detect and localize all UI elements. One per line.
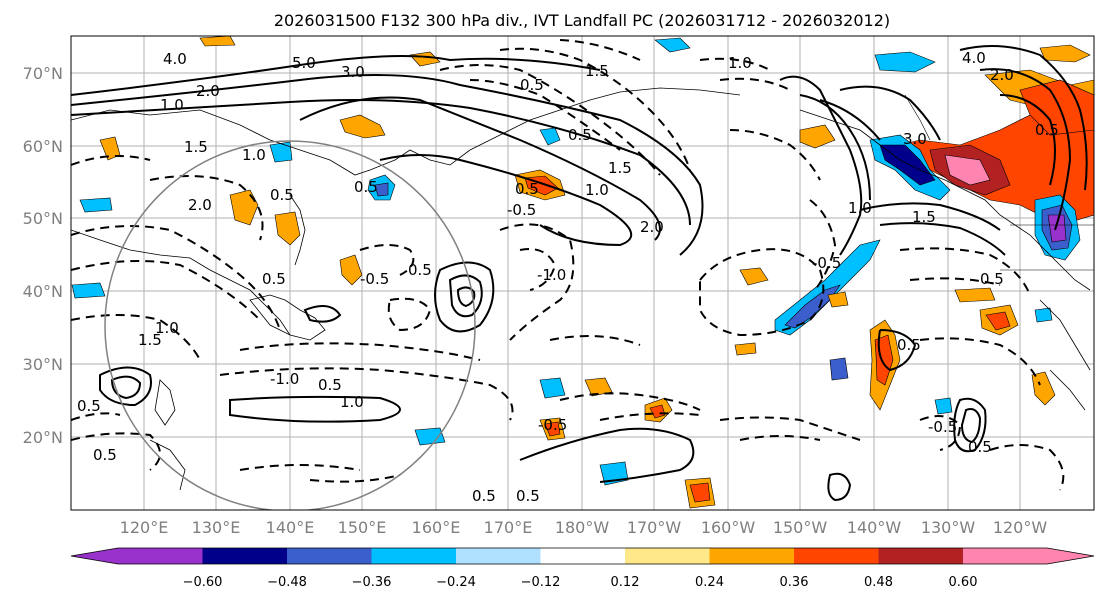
colorbar-tick: −0.36	[352, 575, 392, 590]
contour-label: 0.5	[472, 487, 496, 505]
lon-label: 180°W	[555, 518, 610, 537]
colorbar-segment	[878, 548, 963, 564]
lon-label: 150°W	[773, 518, 828, 537]
contour-label: 0.5	[1035, 121, 1059, 139]
lon-label: 120°E	[120, 518, 169, 537]
contour-label: -0.5	[507, 201, 536, 219]
contour-label: 1.0	[848, 199, 872, 217]
lon-label: 130°E	[192, 518, 241, 537]
contour-label: 1.5	[184, 138, 208, 156]
contour-label: 0.5	[354, 178, 378, 196]
region-circle	[104, 140, 476, 510]
contour-label: -0.5	[360, 270, 389, 288]
latitude-labels: 70°N 60°N 50°N 40°N 30°N 20°N	[23, 64, 63, 447]
contour-label: 0.5	[568, 126, 592, 144]
lat-label: 60°N	[23, 137, 63, 156]
colorbar-segment	[709, 548, 794, 564]
contour-label: 2.0	[188, 196, 212, 214]
borders	[904, 94, 1094, 271]
contour-label: 0.5	[270, 186, 294, 204]
colorbar-segment	[456, 548, 541, 564]
colorbar-tick: −0.60	[183, 575, 223, 590]
lon-label: 140°E	[266, 518, 315, 537]
figure-title: 2026031500 F132 300 hPa div., IVT Landfa…	[274, 11, 890, 30]
colorbar-segment	[371, 548, 456, 564]
lon-label: 160°E	[412, 518, 461, 537]
contour-label: 1.0	[728, 54, 752, 72]
contour-label: 1.5	[138, 331, 162, 349]
colorbar-tick: −0.12	[521, 575, 561, 590]
contour-label: 1.0	[160, 96, 184, 114]
colorbar-segment	[794, 548, 879, 564]
contour-label: 4.0	[163, 50, 187, 68]
colorbar-tick: 0.12	[611, 575, 640, 590]
lat-label: 40°N	[23, 282, 63, 301]
contour-label: 0.5	[897, 336, 921, 354]
contour-labels: 4.0 5.0 3.0 2.0 1.5 1.0 0.5 2.0 1.0 0.5 …	[77, 49, 1059, 505]
colorbar-tick: −0.48	[267, 575, 307, 590]
contour-label: 0.5	[93, 446, 117, 464]
lat-label: 30°N	[23, 355, 63, 374]
ivt-shading	[71, 36, 1094, 509]
contour-label: 1.0	[340, 393, 364, 411]
contour-label: 0.5	[515, 180, 539, 198]
lon-label: 170°W	[627, 518, 682, 537]
contour-label: -1.0	[537, 266, 566, 284]
contour-label: 0.5	[408, 261, 432, 279]
contour-label: 2.0	[196, 82, 220, 100]
contour-label: 0.5	[968, 438, 992, 456]
colorbar-tick: −0.24	[436, 575, 476, 590]
lon-label: 170°E	[484, 518, 533, 537]
lon-label: 130°W	[921, 518, 976, 537]
contour-label: 0.5	[262, 270, 286, 288]
contour-label: 5.0	[292, 54, 316, 72]
colorbar-min-arrow	[71, 548, 118, 564]
divergence-contours-dashed	[71, 39, 1065, 491]
colorbar-tick: 0.36	[780, 575, 809, 590]
colorbar-tick: 0.48	[864, 575, 893, 590]
colorbar-tick: 0.60	[949, 575, 978, 590]
colorbar-segment	[118, 548, 203, 564]
contour-label: 2.0	[640, 218, 664, 236]
divergence-contours	[71, 45, 1088, 502]
contour-label: 3.0	[903, 130, 927, 148]
contour-label: -0.5	[538, 416, 567, 434]
colorbar: −0.60 −0.48 −0.36 −0.24 −0.12 0.12 0.24 …	[70, 547, 1095, 590]
longitude-labels: 120°E 130°E 140°E 150°E 160°E 170°E 180°…	[120, 518, 1048, 537]
contour-label: -1.0	[270, 370, 299, 388]
contour-label: 0.5	[980, 270, 1004, 288]
contour-label: -0.5	[812, 254, 841, 272]
contour-label: 1.5	[585, 62, 609, 80]
contour-label: 4.0	[962, 49, 986, 67]
colorbar-segment	[625, 548, 710, 564]
contour-label: -0.5	[928, 418, 957, 436]
colorbar-segment	[540, 548, 625, 564]
lat-label: 50°N	[23, 209, 63, 228]
contour-label: 0.5	[520, 76, 544, 94]
map-panel: 4.0 5.0 3.0 2.0 1.5 1.0 0.5 2.0 1.0 0.5 …	[70, 35, 1095, 511]
lon-label: 140°W	[847, 518, 902, 537]
contour-label: 1.0	[242, 146, 266, 164]
colorbar-outline	[70, 547, 1095, 565]
contour-label: 0.5	[77, 397, 101, 415]
contour-label: 1.5	[912, 208, 936, 226]
colorbar-tick: 0.24	[695, 575, 724, 590]
lon-label: 120°W	[993, 518, 1048, 537]
contour-label: 1.0	[155, 319, 179, 337]
contour-label: 1.5	[608, 159, 632, 177]
contour-label: 3.0	[341, 63, 365, 81]
contour-label: 0.5	[318, 376, 342, 394]
lon-label: 160°W	[701, 518, 756, 537]
contour-label: 2.0	[990, 66, 1014, 84]
lon-label: 150°E	[338, 518, 387, 537]
contour-label: 1.0	[585, 181, 609, 199]
colorbar-max-arrow	[963, 548, 1094, 564]
lat-label: 20°N	[23, 428, 63, 447]
lat-label: 70°N	[23, 64, 63, 83]
colorbar-segment	[287, 548, 372, 564]
colorbar-segment	[202, 548, 287, 564]
contour-label: 0.5	[516, 487, 540, 505]
